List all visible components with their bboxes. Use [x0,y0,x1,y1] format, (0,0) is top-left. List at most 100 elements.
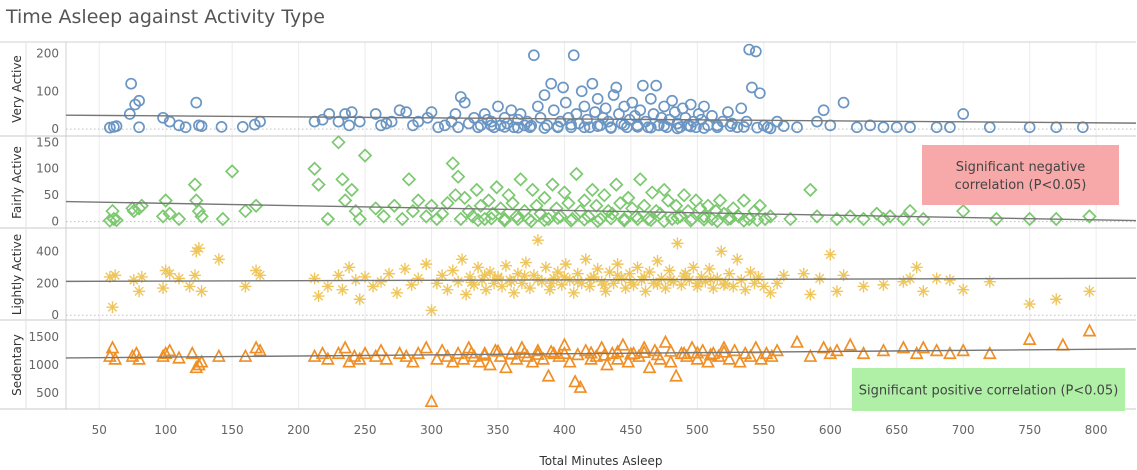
data-point [525,182,540,198]
data-point [610,351,625,365]
data-point [343,119,355,132]
data-point [557,185,572,200]
data-point [563,213,579,228]
data-point [585,272,598,285]
data-point [856,345,871,360]
data-point [591,93,604,105]
data-point [601,203,616,219]
points-sedentary [102,323,1097,408]
data-point [804,288,817,301]
data-point [558,270,571,283]
data-point [648,203,664,219]
data-point [783,211,798,227]
data-point [547,272,560,285]
data-point [158,345,173,360]
y-tick-label: 100 [36,162,59,176]
data-point [829,211,845,227]
data-point [655,111,668,124]
data-point [1050,121,1063,134]
x-tick-label: 650 [885,423,908,437]
data-point [501,187,516,203]
data-point [731,121,744,134]
data-point [192,242,205,255]
data-point [236,121,249,133]
data-point [565,118,577,131]
data-point [578,121,591,134]
data-point [491,272,504,285]
data-point [957,283,970,296]
data-point [671,122,684,135]
data-point [676,187,692,203]
data-point [599,285,612,298]
data-point [452,121,464,134]
data-point [510,211,526,227]
data-point [424,393,439,408]
data-point [811,115,823,128]
data-point [473,198,488,213]
data-point [613,195,628,211]
data-point [659,282,672,295]
data-point [539,261,552,274]
data-point [106,211,122,227]
data-point [535,275,548,288]
data-point [720,211,736,227]
data-point [643,266,656,279]
data-point [824,248,837,261]
data-point [401,172,417,187]
data-point [352,211,367,227]
data-point [105,340,120,354]
data-point [600,357,614,371]
data-point [316,113,329,126]
data-point [943,274,956,287]
x-tick-label: 750 [1018,423,1041,437]
data-point [312,290,325,303]
data-point [617,211,632,227]
data-point [1022,211,1037,227]
data-point [445,354,460,368]
data-point [749,212,765,228]
trend-line [65,200,1137,222]
data-point [1055,337,1070,351]
data-point [598,278,611,291]
data-point [943,345,957,360]
data-point [509,209,524,224]
data-point [320,351,335,365]
data-point [723,267,736,280]
data-point [696,212,712,227]
data-point [432,121,445,134]
data-point [379,351,394,365]
data-point [551,266,564,279]
data-point [577,193,592,208]
data-point [983,275,996,288]
panel-very-active: 0 100 200 Very Active [10,43,1137,136]
data-point [195,285,208,298]
data-point [507,286,520,299]
data-point [532,100,544,113]
data-point [910,261,923,274]
data-point [982,345,997,360]
data-point [411,193,426,208]
data-point [619,282,632,295]
data-point [683,213,698,228]
data-point [515,277,528,290]
data-point [896,340,911,354]
data-point [667,275,680,288]
data-point [485,119,498,132]
data-point [597,187,612,203]
data-point [707,282,720,295]
data-point [652,119,665,132]
data-point [457,190,472,206]
data-point [716,206,732,221]
data-point [703,262,716,275]
annotation-text: correlation (P<0.05) [955,178,1087,193]
data-point [472,261,485,274]
data-point [358,345,372,360]
data-point [189,193,204,208]
data-point [771,277,784,290]
data-point [650,347,665,361]
data-point [465,276,478,289]
data-point [989,211,1004,227]
data-point [930,121,943,134]
data-point [610,81,623,94]
data-point [495,280,508,293]
